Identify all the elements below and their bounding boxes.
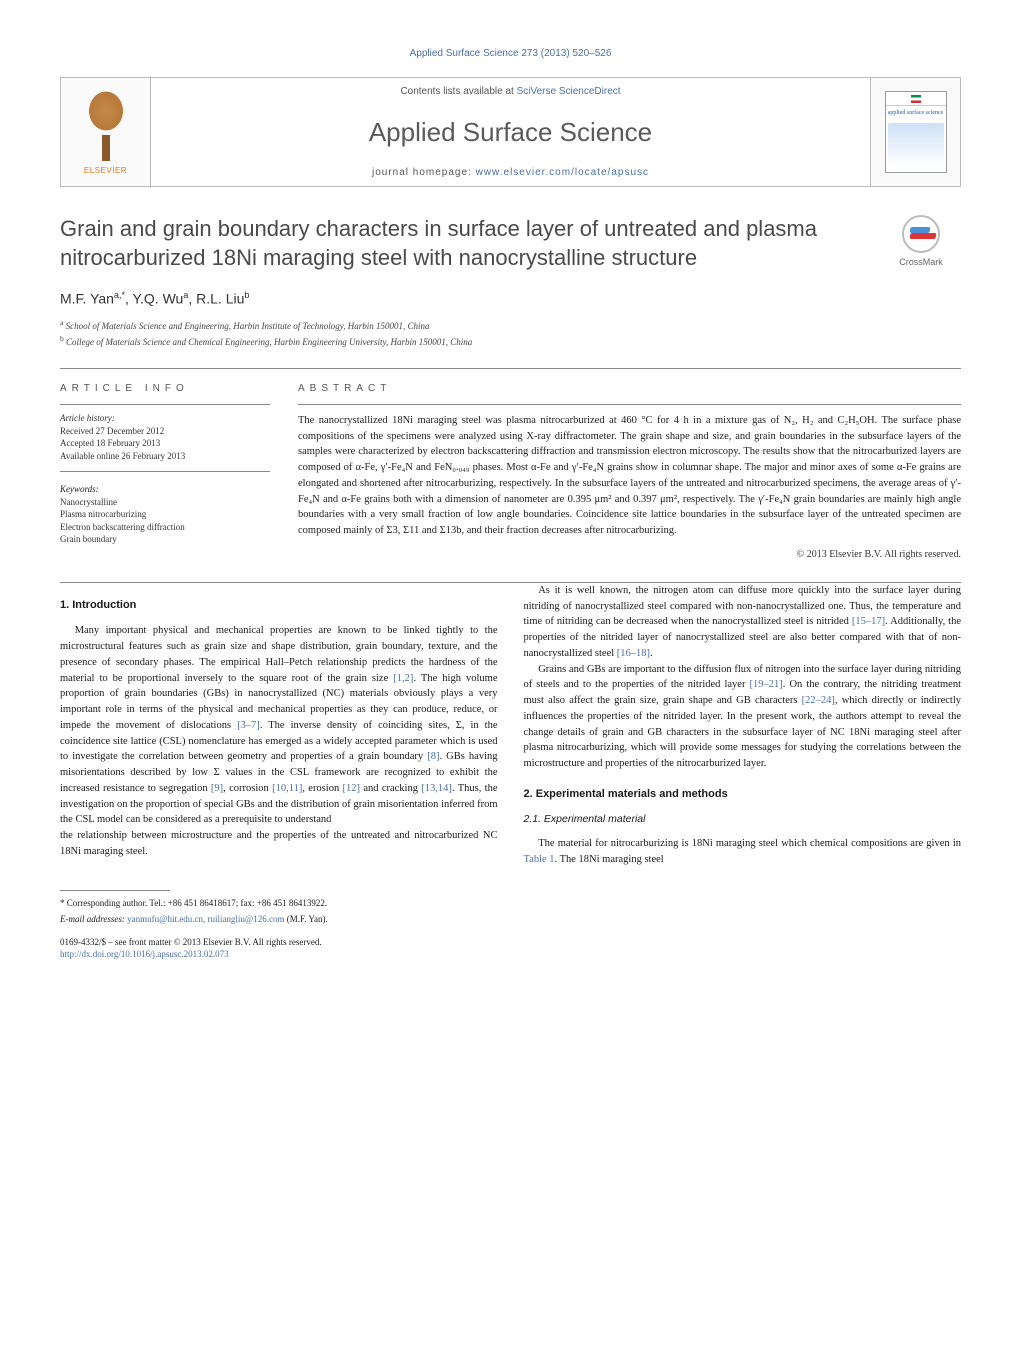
title-block: Grain and grain boundary characters in s… xyxy=(60,215,961,272)
contents-prefix: Contents lists available at xyxy=(400,86,516,97)
abstract-text: The nanocrystallized 18Ni maraging steel… xyxy=(298,413,961,539)
homepage-prefix: journal homepage: xyxy=(372,167,476,178)
body-paragraph: Many important physical and mechanical p… xyxy=(60,623,498,828)
keywords-heading: Keywords: xyxy=(60,484,270,494)
doi-link[interactable]: http://dx.doi.org/10.1016/j.apsusc.2013.… xyxy=(60,949,229,959)
author-list: M.F. Yana,*, Y.Q. Wua, R.L. Liub xyxy=(60,290,961,307)
abstract-column: ABSTRACT The nanocrystallized 18Ni marag… xyxy=(298,383,961,560)
contents-available-line: Contents lists available at SciVerse Sci… xyxy=(400,86,620,97)
doi-line: http://dx.doi.org/10.1016/j.apsusc.2013.… xyxy=(60,948,961,961)
journal-masthead: ELSEVIER Contents lists available at Sci… xyxy=(60,77,961,187)
crossmark-icon xyxy=(902,215,940,253)
footnote-rule xyxy=(60,890,170,891)
info-abstract-row: ARTICLE INFO Article history: Received 2… xyxy=(60,383,961,560)
article-body: 1. Introduction Many important physical … xyxy=(60,583,961,868)
elsevier-tree-icon xyxy=(76,87,136,167)
author-email-link[interactable]: yanmufu@hit.edu.cn, ruiliangliu@126.com xyxy=(127,914,284,924)
email-line: E-mail addresses: yanmufu@hit.edu.cn, ru… xyxy=(60,913,961,926)
section-1-heading: 1. Introduction xyxy=(60,597,498,614)
email-attrib: (M.F. Yan). xyxy=(287,914,328,924)
abstract-copyright: © 2013 Elsevier B.V. All rights reserved… xyxy=(298,549,961,560)
abstract-divider-top xyxy=(298,404,961,405)
info-divider-1 xyxy=(60,404,270,405)
body-paragraph: The material for nitrocarburizing is 18N… xyxy=(524,836,962,868)
article-info-column: ARTICLE INFO Article history: Received 2… xyxy=(60,383,270,560)
cover-thumb-box: applied surface science xyxy=(870,78,960,186)
crossmark-badge[interactable]: CrossMark xyxy=(881,215,961,267)
abstract-label: ABSTRACT xyxy=(298,383,961,394)
body-paragraph: Grains and GBs are important to the diff… xyxy=(524,662,962,772)
section-2-1-heading: 2.1. Experimental material xyxy=(524,812,962,828)
cover-flag-row xyxy=(886,92,946,106)
history-items: Received 27 December 2012Accepted 18 Feb… xyxy=(60,425,270,463)
article-title: Grain and grain boundary characters in s… xyxy=(60,215,961,272)
article-info-label: ARTICLE INFO xyxy=(60,383,270,394)
corresponding-author-note: * Corresponding author. Tel.: +86 451 86… xyxy=(60,897,961,910)
page-footer: * Corresponding author. Tel.: +86 451 86… xyxy=(60,890,961,961)
front-matter-line: 0169-4332/$ – see front matter © 2013 El… xyxy=(60,936,961,949)
history-heading: Article history: xyxy=(60,413,270,423)
affiliation-list: a School of Materials Science and Engine… xyxy=(60,317,961,350)
body-paragraph: the relationship between microstructure … xyxy=(60,828,498,860)
masthead-center: Contents lists available at SciVerse Sci… xyxy=(151,78,870,186)
body-paragraph: As it is well known, the nitrogen atom c… xyxy=(524,583,962,662)
elsevier-logo: ELSEVIER xyxy=(76,87,136,177)
journal-homepage-link[interactable]: www.elsevier.com/locate/apsusc xyxy=(476,167,649,178)
crossmark-label: CrossMark xyxy=(899,257,943,267)
page-root: Applied Surface Science 273 (2013) 520–5… xyxy=(0,0,1021,1001)
section-2-heading: 2. Experimental materials and methods xyxy=(524,786,962,803)
journal-name: Applied Surface Science xyxy=(369,117,652,148)
publisher-label: ELSEVIER xyxy=(76,166,136,175)
running-head: Applied Surface Science 273 (2013) 520–5… xyxy=(60,48,961,59)
cover-art-icon xyxy=(888,123,944,167)
divider-top xyxy=(60,368,961,369)
cover-title: applied surface science xyxy=(886,106,946,121)
publisher-logo-box: ELSEVIER xyxy=(61,78,151,186)
journal-homepage-line: journal homepage: www.elsevier.com/locat… xyxy=(372,167,649,178)
info-divider-2 xyxy=(60,471,270,472)
email-label: E-mail addresses: xyxy=(60,914,125,924)
flag-icon xyxy=(911,95,921,103)
journal-cover-thumb: applied surface science xyxy=(885,91,947,173)
sciencedirect-link[interactable]: SciVerse ScienceDirect xyxy=(517,86,621,97)
keyword-items: NanocrystallinePlasma nitrocarburizingEl… xyxy=(60,496,270,546)
